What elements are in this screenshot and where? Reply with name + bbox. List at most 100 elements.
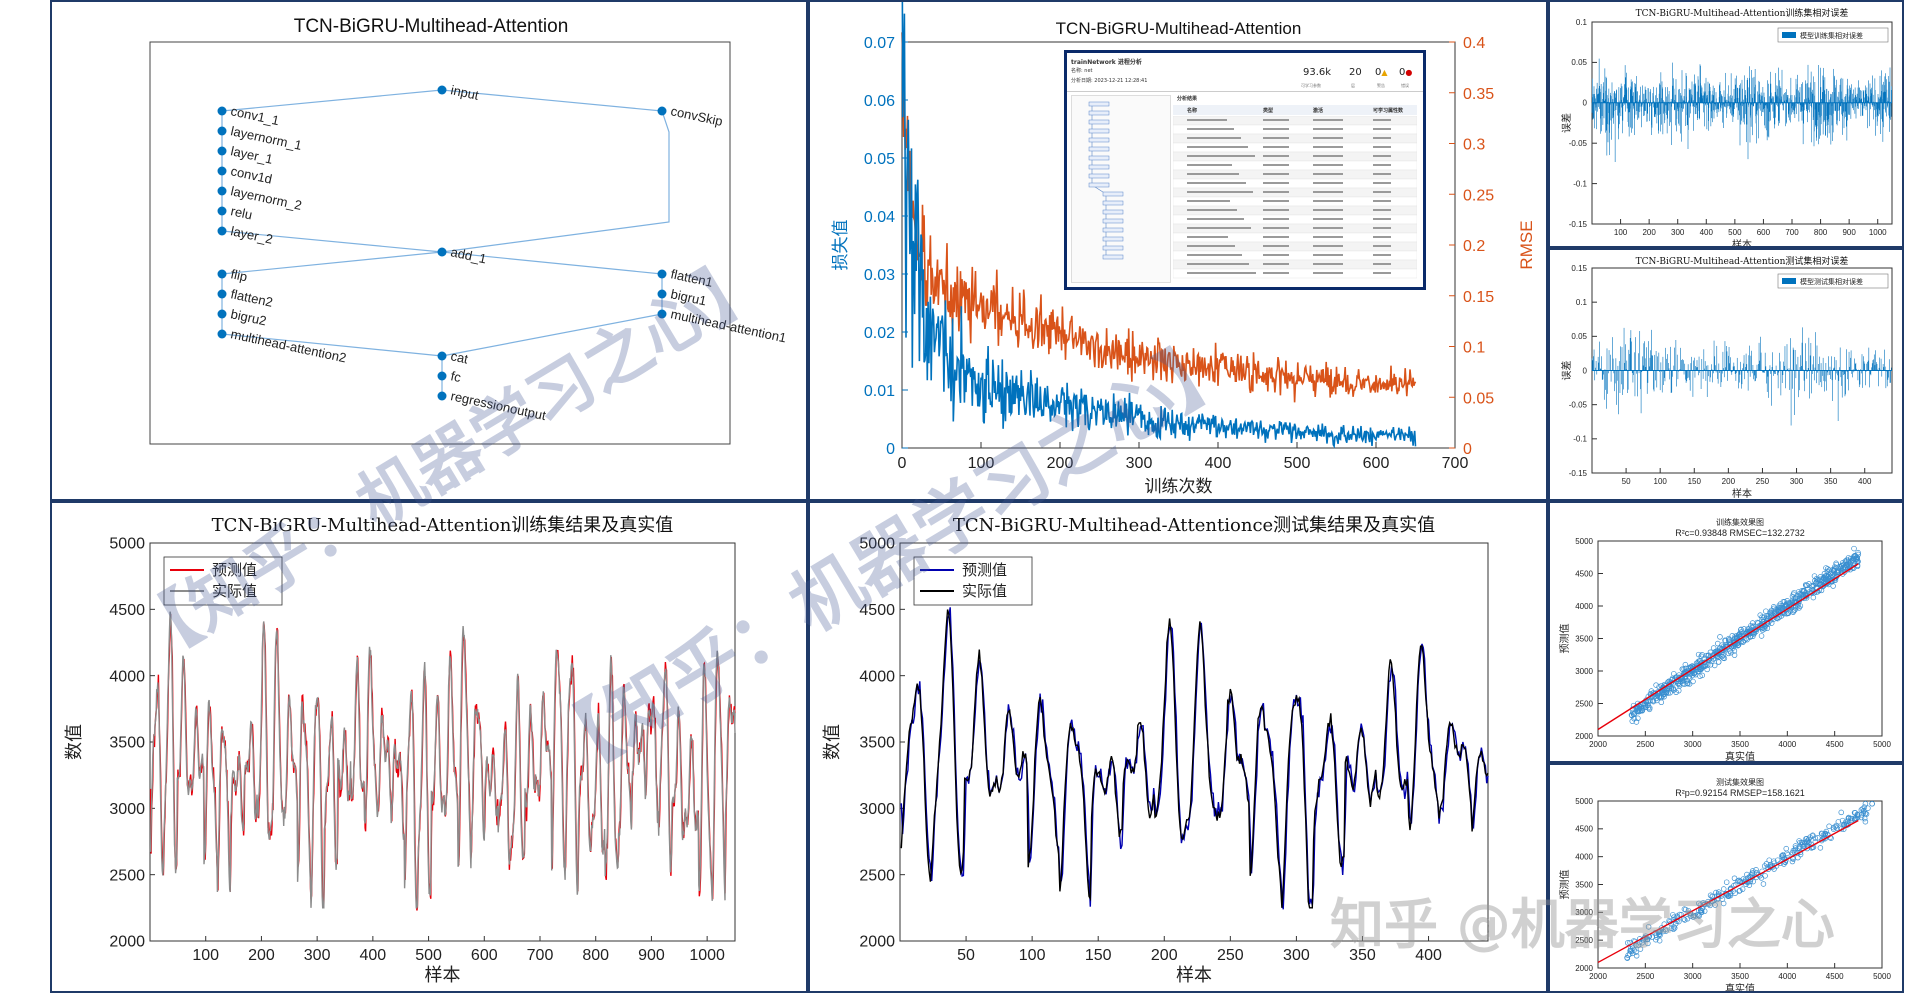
- graph-node-label: regressionoutput: [449, 388, 547, 423]
- y2-tick-label: 0.15: [1463, 289, 1494, 306]
- table-cell-name: [1187, 218, 1244, 220]
- y-tick-label: 0: [1583, 366, 1588, 375]
- x-tick-label: 800: [582, 947, 609, 964]
- scatter-point: [1676, 687, 1682, 694]
- scatter-point: [1702, 663, 1708, 669]
- scatter-point: [1788, 599, 1795, 606]
- analyzer-stat-errors-label: 错误: [1401, 83, 1409, 88]
- scatter-point: [1860, 810, 1867, 816]
- scatter-point: [1762, 873, 1768, 879]
- table-cell-learnables: [1373, 119, 1391, 121]
- training-progress-panel: 0 100 200 300 400 500 600 700 0 0.01 0.02 0.03 0.04 0…: [808, 0, 1548, 501]
- scatter-point: [1847, 815, 1854, 822]
- x-tick-label: 3000: [1684, 740, 1702, 749]
- y-tick-label: 4000: [859, 668, 895, 685]
- scatter-point: [1627, 947, 1633, 954]
- table-cell-activation: [1313, 128, 1343, 130]
- table-cell-name: [1187, 119, 1227, 121]
- scatter-point: [1773, 608, 1779, 615]
- table-cell-type: [1263, 119, 1289, 121]
- table-cell-learnables: [1373, 137, 1391, 139]
- mini-node: [1102, 191, 1124, 197]
- chart-title: TCN-BiGRU-Multihead-Attentionce测试集结果及真实值: [953, 515, 1435, 536]
- legend-label: 模型训练集相对误差: [1800, 31, 1863, 40]
- y2-tick-label: 0.05: [1463, 390, 1494, 407]
- table-cell-activation: [1313, 245, 1343, 247]
- scatter-point: [1817, 574, 1824, 580]
- graph-node: [657, 106, 667, 116]
- y2-axis-label: RMSE: [1517, 220, 1536, 269]
- y2-tick-label: 0.2: [1463, 238, 1485, 255]
- table-cell-activation: [1313, 218, 1343, 220]
- x-tick-label: 1000: [689, 947, 725, 964]
- x-axis-label: 样本: [425, 965, 461, 986]
- legend-swatch: [1782, 278, 1796, 284]
- graph-node: [657, 289, 667, 299]
- table-cell-learnables: [1373, 254, 1391, 256]
- x-tick-label: 600: [1363, 455, 1390, 472]
- scatter-point: [1629, 712, 1635, 719]
- y-tick-label: -0.15: [1569, 469, 1588, 478]
- table-cell-learnables: [1373, 227, 1391, 229]
- graph-node-label: layer_2: [229, 223, 274, 247]
- table-cell-activation: [1313, 263, 1343, 265]
- table-cell-learnables: [1373, 191, 1391, 193]
- scatter-point: [1692, 913, 1699, 919]
- graph-node: [437, 371, 447, 381]
- mini-node: [1088, 164, 1110, 170]
- y-tick-label: 0.05: [864, 151, 895, 168]
- scatter-point: [1670, 912, 1676, 918]
- scatter-point: [1671, 925, 1678, 931]
- scatter-point: [1852, 810, 1858, 816]
- x-axis-label: 真实值: [1725, 750, 1755, 763]
- x-tick-label: 200: [1642, 228, 1656, 237]
- scatter-point: [1760, 881, 1767, 887]
- test-scatter-chart: 2000 2500 3000 3500 4000 4500 5000 2000 2500 3000…: [1558, 777, 1891, 991]
- chart-subtitle: R²c=0.93848 RMSEC=132.2732: [1675, 528, 1805, 538]
- scatter-point: [1711, 662, 1718, 669]
- scatter-point: [1806, 581, 1812, 587]
- scatter-point: [1807, 834, 1813, 840]
- scatter-point: [1796, 590, 1803, 597]
- y-tick-label: 0.02: [864, 325, 895, 342]
- y2-tick-label: 0.4: [1463, 35, 1485, 52]
- scatter-point: [1663, 687, 1670, 694]
- scatter-point: [1784, 850, 1790, 857]
- scatter-point: [1653, 682, 1659, 688]
- analyzer-table-rows: [1173, 116, 1417, 279]
- scatter-point: [1738, 638, 1744, 645]
- fit-line: [1597, 819, 1859, 964]
- y-tick-label: 2500: [1575, 936, 1593, 945]
- scatter-point: [1625, 940, 1631, 946]
- mini-node: [1088, 110, 1110, 116]
- scatter-point: [1822, 581, 1829, 587]
- scatter-point: [1653, 932, 1660, 938]
- table-cell-learnables: [1373, 182, 1391, 184]
- scatter-point: [1701, 655, 1708, 662]
- analyzer-table-title: 分析结果: [1177, 96, 1198, 102]
- y-tick-label: 3500: [859, 735, 895, 752]
- table-cell-type: [1263, 182, 1289, 184]
- x-tick-label: 900: [638, 947, 665, 964]
- scatter-point: [1692, 671, 1699, 678]
- mini-node: [1102, 227, 1124, 233]
- scatter-point: [1699, 672, 1705, 679]
- scatter-point: [1722, 646, 1728, 652]
- scatter-point: [1845, 555, 1852, 561]
- x-tick-label: 200: [1047, 455, 1074, 472]
- x-tick-label: 100: [1019, 947, 1046, 964]
- analyzer-table-header: 名称 类型 激活 可学习属性数: [1173, 105, 1417, 115]
- y-tick-label: -0.05: [1569, 139, 1588, 148]
- mini-node: [1088, 128, 1110, 134]
- table-cell-name: [1187, 272, 1256, 274]
- table-cell-name: [1187, 254, 1242, 256]
- analyzer-stat-errors: 0●: [1399, 67, 1412, 78]
- x-tick-label: 2000: [1589, 972, 1607, 981]
- table-cell-type: [1263, 146, 1289, 148]
- scatter-point: [1682, 906, 1689, 913]
- y-tick-label: 0: [886, 441, 895, 458]
- scatter-point: [1626, 951, 1633, 957]
- y-tick-label: 0.01: [864, 383, 895, 400]
- fit-line: [1597, 563, 1859, 731]
- scatter-point: [1815, 835, 1821, 841]
